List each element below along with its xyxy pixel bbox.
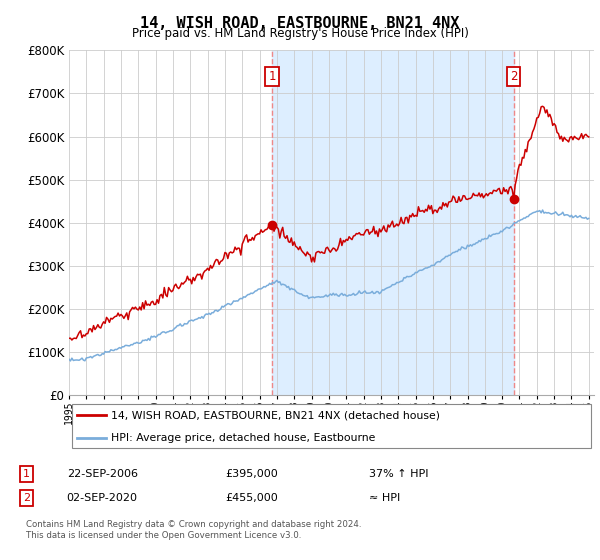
Text: £395,000: £395,000 <box>225 469 278 479</box>
Text: 1: 1 <box>268 70 276 83</box>
Text: Price paid vs. HM Land Registry's House Price Index (HPI): Price paid vs. HM Land Registry's House … <box>131 27 469 40</box>
Text: 2: 2 <box>510 70 518 83</box>
FancyBboxPatch shape <box>71 404 592 449</box>
Bar <box>272 50 514 395</box>
Text: 14, WISH ROAD, EASTBOURNE, BN21 4NX (detached house): 14, WISH ROAD, EASTBOURNE, BN21 4NX (det… <box>111 410 440 421</box>
Text: 22-SEP-2006: 22-SEP-2006 <box>67 469 138 479</box>
Text: 2: 2 <box>23 493 30 503</box>
Text: HPI: Average price, detached house, Eastbourne: HPI: Average price, detached house, East… <box>111 433 376 444</box>
Text: Contains HM Land Registry data © Crown copyright and database right 2024.
This d: Contains HM Land Registry data © Crown c… <box>26 520 362 540</box>
Text: ≈ HPI: ≈ HPI <box>369 493 400 503</box>
Text: 02-SEP-2020: 02-SEP-2020 <box>67 493 138 503</box>
Text: 14, WISH ROAD, EASTBOURNE, BN21 4NX: 14, WISH ROAD, EASTBOURNE, BN21 4NX <box>140 16 460 31</box>
Text: £455,000: £455,000 <box>225 493 278 503</box>
Text: 1: 1 <box>23 469 30 479</box>
Text: 37% ↑ HPI: 37% ↑ HPI <box>369 469 428 479</box>
